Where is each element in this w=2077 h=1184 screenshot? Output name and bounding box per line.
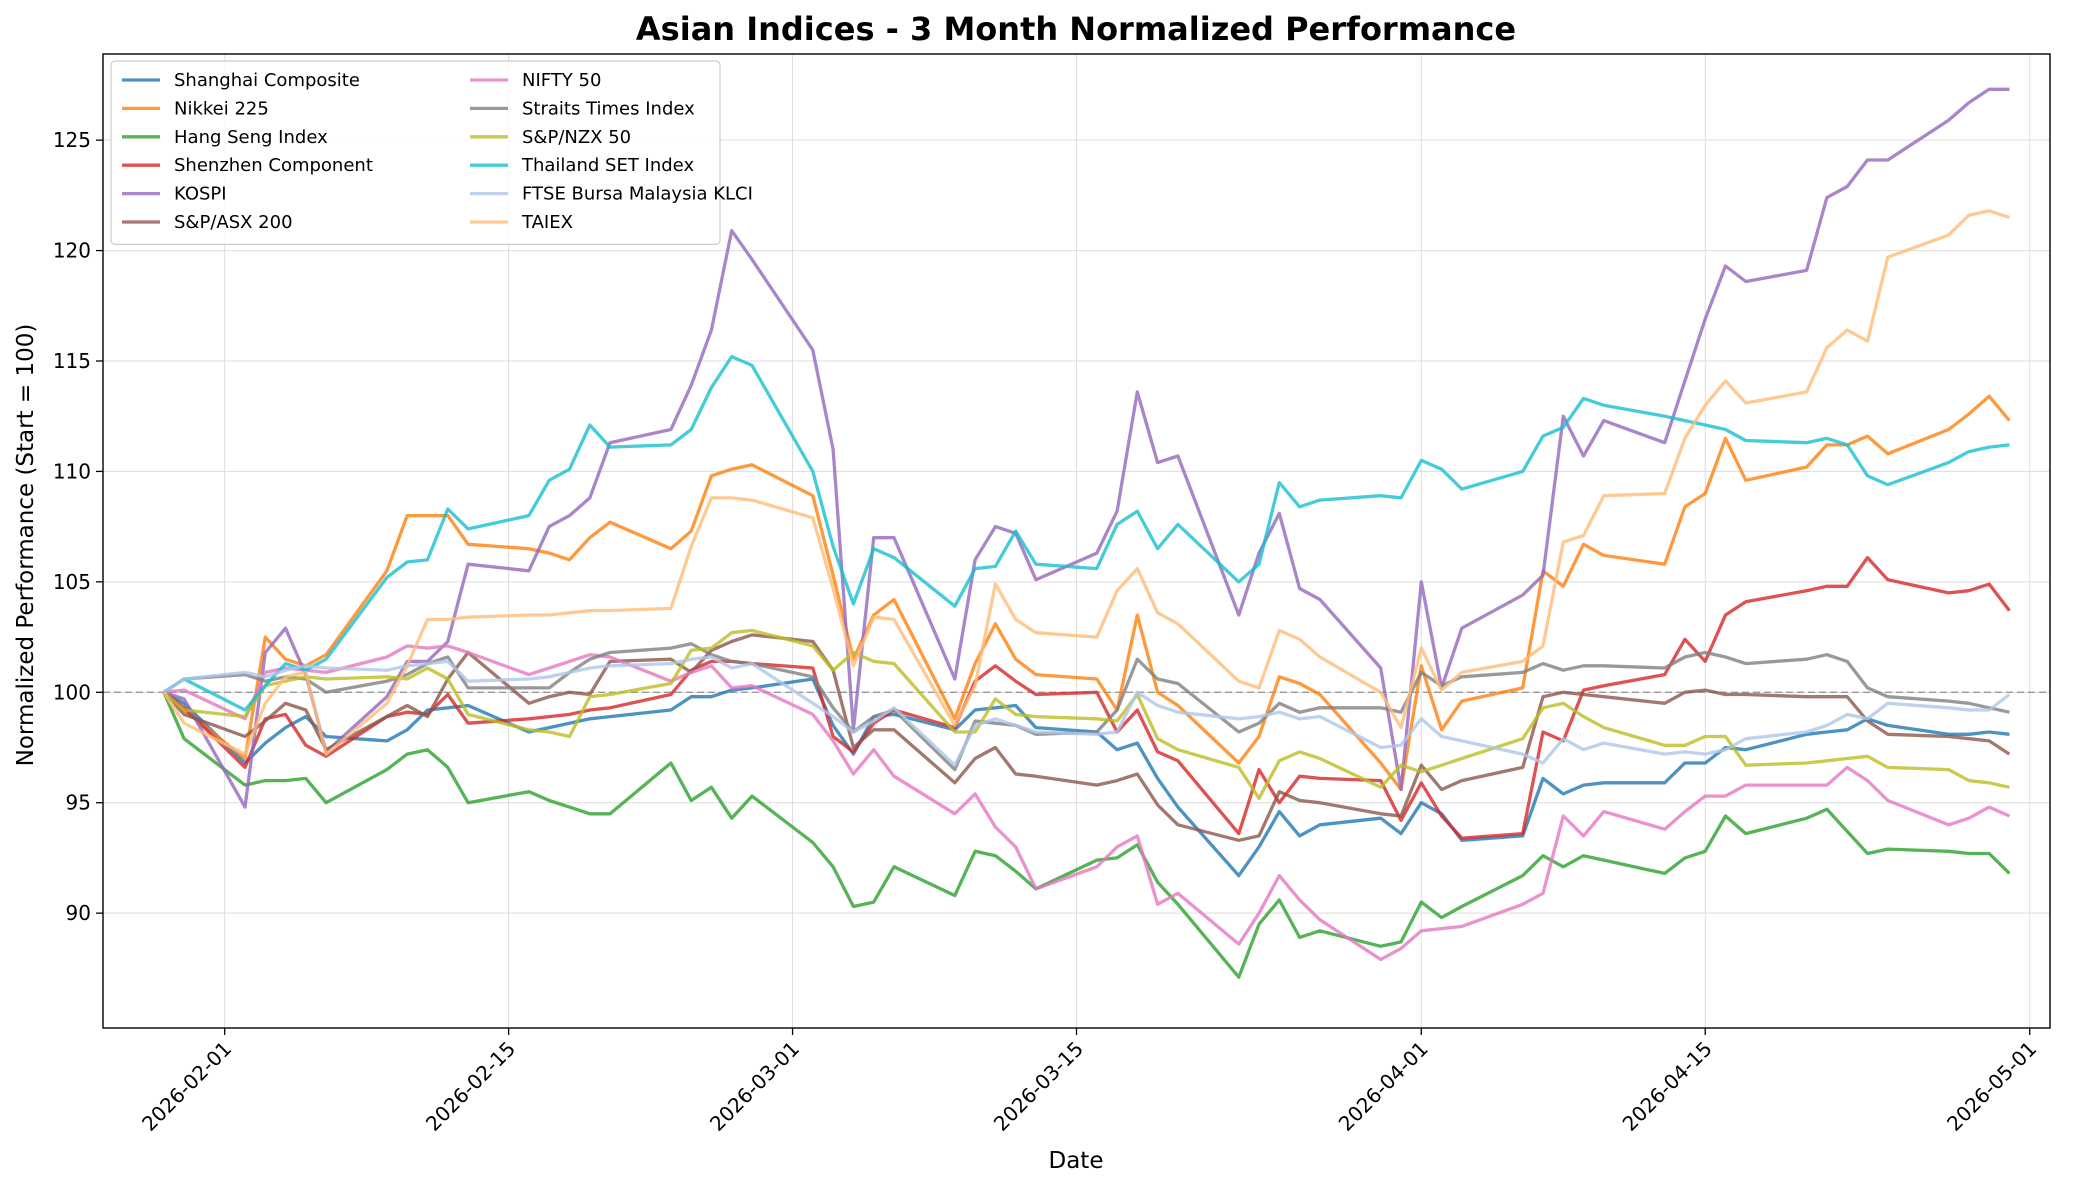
- legend-entry-label: S&P/ASX 200: [174, 212, 293, 233]
- series-line-s-p-nzx-50: [162, 628, 2010, 800]
- legend-entry-label: Nikkei 225: [174, 98, 269, 119]
- x-tick-label: 2026-02-15: [421, 1037, 520, 1136]
- x-tick-label: 2026-03-01: [705, 1037, 804, 1136]
- legend: Shanghai Composite Nikkei 225 Hang Seng In…: [110, 60, 753, 245]
- legend-entry-label: Hang Seng Index: [174, 127, 328, 148]
- chart-title: Asian Indices - 3 Month Normalized Perfo…: [636, 10, 1516, 48]
- x-tick-label: 2026-04-01: [1334, 1037, 1433, 1136]
- y-axis-label: Normalized Performance (Start = 100): [13, 324, 39, 767]
- legend-entry-label: Thailand SET Index: [521, 155, 694, 176]
- legend-entry-label: Shenzhen Component: [174, 155, 373, 176]
- series-line-thailand-set-index: [162, 354, 2010, 712]
- series-line-shanghai-composite: [163, 677, 2010, 878]
- y-tick-label: 90: [66, 901, 91, 925]
- legend-entry-label: TAIEX: [521, 212, 573, 233]
- x-tick-label: 2026-02-01: [137, 1037, 236, 1136]
- x-tick-label: 2026-03-15: [989, 1037, 1088, 1136]
- legend-box: [110, 60, 721, 245]
- legend-entry-label: FTSE Bursa Malaysia KLCI: [522, 184, 753, 205]
- legend-entry-label: KOSPI: [174, 184, 227, 205]
- series-line-nikkei-225: [162, 394, 2011, 792]
- y-tick-label: 125: [53, 128, 91, 152]
- series-line-ftse-bursa-malaysia-klci: [162, 655, 2011, 767]
- legend-entry-label: Straits Times Index: [522, 98, 695, 119]
- y-tick-label: 100: [53, 680, 91, 704]
- y-tick-label: 120: [53, 239, 91, 263]
- legend-entry-label: S&P/NZX 50: [522, 127, 631, 148]
- series-line-nifty-50: [163, 644, 2011, 962]
- x-tick-label: 2026-04-15: [1618, 1037, 1717, 1136]
- y-tick-label: 95: [66, 791, 91, 815]
- x-axis-label: Date: [1049, 1148, 1104, 1174]
- y-tick-label: 105: [53, 570, 91, 594]
- x-axis-ticks: 2026-02-01 2026-02-15 2026-03-01 2026-03-15…: [137, 1028, 2041, 1136]
- y-axis-ticks: 90 95 100 105 110 115 120 125: [53, 128, 103, 925]
- series-line-kospi: [163, 87, 2010, 809]
- legend-entry-label: NIFTY 50: [522, 70, 601, 91]
- series-lines: [162, 87, 2011, 979]
- y-tick-label: 115: [53, 349, 91, 373]
- series-line-taiex: [162, 209, 2010, 756]
- y-tick-label: 110: [53, 459, 91, 483]
- x-tick-label: 2026-05-01: [1942, 1037, 2041, 1136]
- series-line-s-p-asx-200: [162, 633, 2011, 842]
- series-line-shenzhen-component: [162, 555, 2011, 840]
- legend-entry-label: Shanghai Composite: [174, 70, 360, 91]
